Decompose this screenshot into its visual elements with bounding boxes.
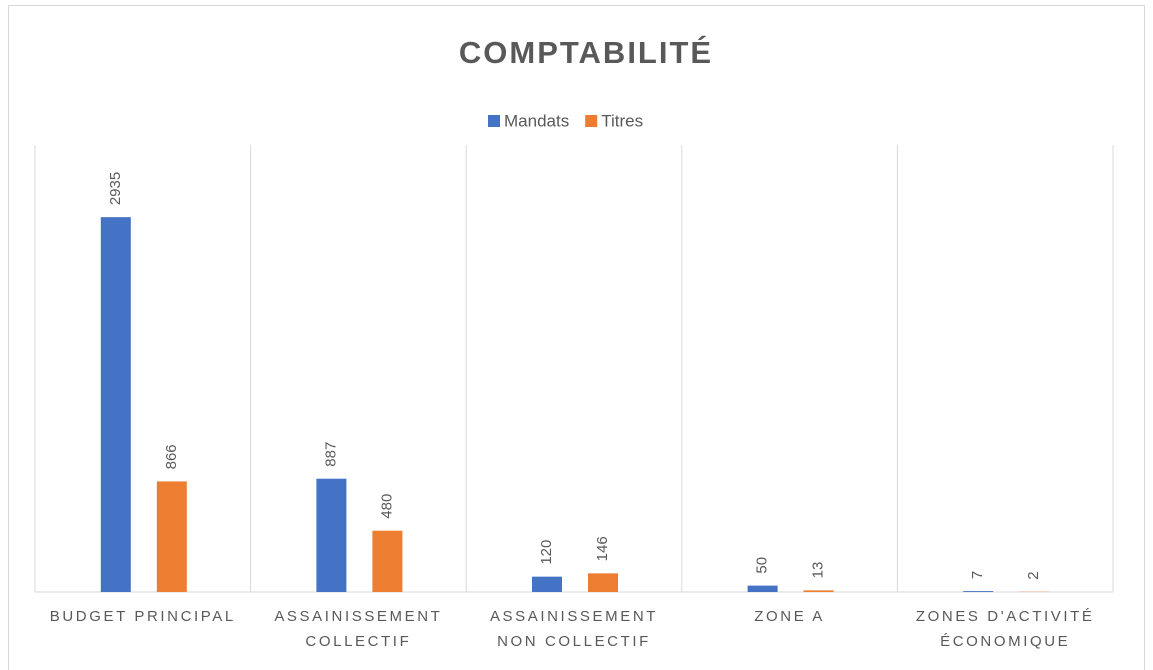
x-tick-label: ZONE A [754, 608, 825, 625]
data-label: 120 [538, 540, 555, 565]
bar [100, 217, 131, 592]
data-label: 50 [754, 557, 771, 574]
data-label: 7 [969, 571, 986, 579]
bar [372, 530, 403, 592]
data-label: 866 [163, 444, 180, 469]
data-label: 887 [322, 442, 339, 467]
legend-label: Mandats [504, 111, 569, 130]
bar [532, 576, 562, 592]
x-tick-label: BUDGET PRINCIPAL [49, 608, 236, 625]
data-label: 146 [594, 536, 611, 561]
data-label: 13 [810, 562, 827, 579]
x-tick-label: ASSAINISSEMENT NON COLLECTIF [489, 608, 659, 650]
chart-title: COMPTABILITÉ [459, 35, 713, 70]
bar [316, 478, 347, 592]
legend-swatch [488, 115, 500, 127]
data-label: 2 [1025, 571, 1042, 579]
chart-border [8, 5, 1145, 670]
x-tick-label: ZONES D'ACTIVITÉ ÉCONOMIQUE [915, 608, 1095, 650]
bar [588, 573, 618, 592]
x-tick-label: ASSAINISSEMENT COLLECTIF [274, 608, 443, 650]
data-label: 2935 [107, 172, 124, 205]
legend-swatch [585, 115, 598, 127]
bar [803, 590, 834, 592]
legend-label: Titres [601, 111, 643, 130]
bar [156, 481, 187, 592]
bar [963, 591, 994, 592]
data-label: 480 [378, 494, 395, 519]
bar [747, 585, 778, 592]
